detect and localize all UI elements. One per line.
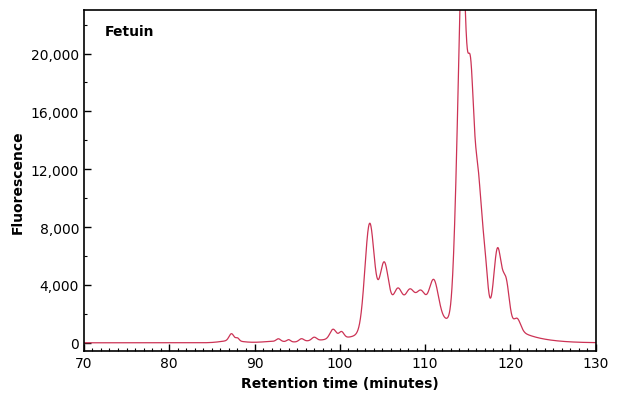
Y-axis label: Fluorescence: Fluorescence <box>11 130 25 233</box>
Text: Fetuin: Fetuin <box>104 25 154 38</box>
X-axis label: Retention time (minutes): Retention time (minutes) <box>241 376 439 390</box>
